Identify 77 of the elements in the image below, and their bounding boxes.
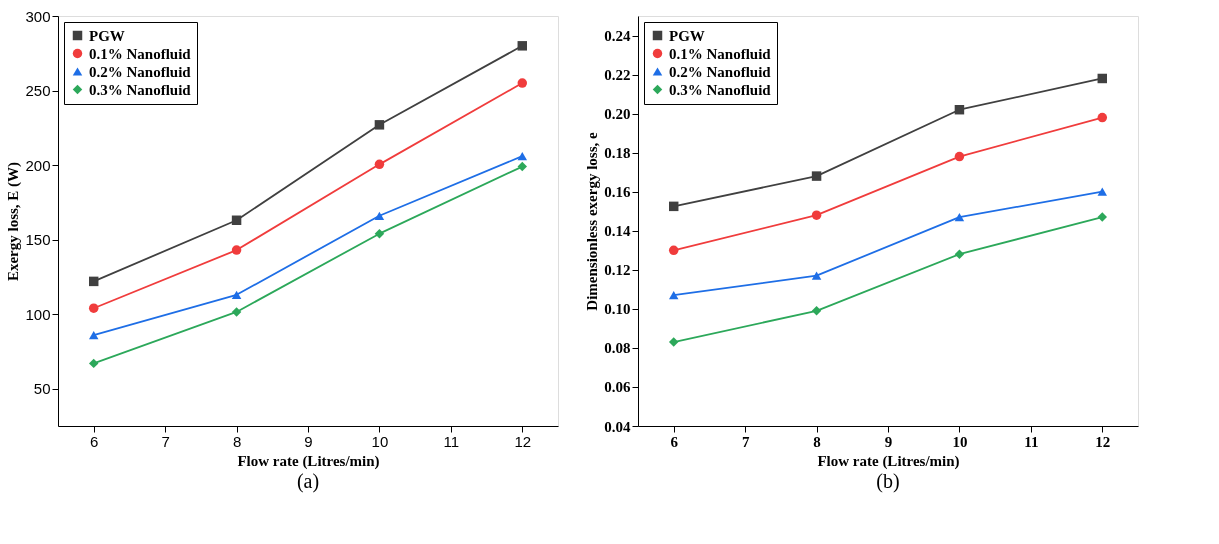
point [517,78,528,88]
legend-label: 0.1% Nanofluid [669,45,772,62]
y-tick-label: 0.22 [604,67,631,84]
point [88,303,99,313]
legend-label: PGW [669,27,705,44]
y-tick-label: 0.06 [604,379,631,396]
x-axis-title: Flow rate (Litres/min) [817,452,960,470]
y-tick-label: 300 [25,7,51,25]
x-tick-label: 12 [514,432,532,450]
x-axis-title: Flow rate (Litres/min) [237,452,380,470]
x-tick-label: 10 [371,432,389,450]
legend-label: 0.2% Nanofluid [669,63,772,80]
point [374,228,385,239]
x-tick-label: 8 [232,432,242,450]
y-tick-label: 0.24 [604,28,631,45]
legend-label: 0.2% Nanofluid [89,63,192,80]
point [1097,112,1108,123]
point [88,276,99,287]
point [954,212,965,222]
x-tick-label: 6 [670,433,679,450]
point [1097,212,1108,222]
point [668,291,679,300]
point [374,159,385,170]
legend-label: 0.3% Nanofluid [669,81,772,98]
legend-label: 0.1% Nanofluid [89,45,192,62]
x-tick-label: 10 [952,433,968,450]
y-tick-label: 0.12 [604,262,631,279]
y-tick-label: 0.10 [604,301,631,318]
point [231,290,242,299]
y-tick-label: 0.04 [604,418,631,435]
y-tick-label: 0.14 [604,223,631,240]
y-tick-label: 100 [25,305,51,323]
legend-label: 0.3% Nanofluid [89,81,192,98]
point [811,306,822,316]
y-tick-label: 0.18 [604,145,631,162]
y-tick-label: 250 [25,82,51,100]
point [811,210,822,220]
y-tick-label: 50 [33,380,51,398]
point [88,330,99,340]
text: (b) [876,470,900,493]
point [1097,73,1108,84]
y-tick-label: 0.08 [604,340,631,357]
point [954,249,965,259]
point [954,104,965,115]
point [517,41,528,51]
x-tick-label: 9 [304,432,313,450]
point [517,161,528,172]
point [231,245,242,255]
point [954,151,965,162]
x-tick-label: 12 [1095,433,1111,450]
y-axis-title: Exergy loss, E (W) [5,161,23,282]
x-tick-label: 11 [1024,433,1039,450]
point [374,120,385,130]
point [811,271,822,280]
point [88,358,99,369]
point [668,337,679,347]
point [1097,187,1108,196]
x-tick-label: 7 [161,432,170,450]
point [231,307,242,317]
legend-label: PGW [89,27,125,44]
point [811,171,822,181]
x-tick-label: 9 [884,433,893,450]
point [668,245,679,256]
point [668,201,679,212]
text: (a) [296,470,320,493]
y-tick-label: 200 [25,156,51,174]
x-tick-label: 8 [813,433,821,450]
y-tick-label: 0.16 [604,184,631,201]
y-axis-title: Dimensionless exergy loss, e [584,132,601,311]
y-tick-label: 0.20 [604,106,631,123]
x-tick-label: 11 [443,432,460,450]
x-tick-label: 6 [90,432,99,450]
x-tick-label: 7 [741,433,750,450]
point [231,215,242,225]
point [374,211,385,220]
y-tick-label: 150 [25,231,51,249]
point [517,152,528,161]
